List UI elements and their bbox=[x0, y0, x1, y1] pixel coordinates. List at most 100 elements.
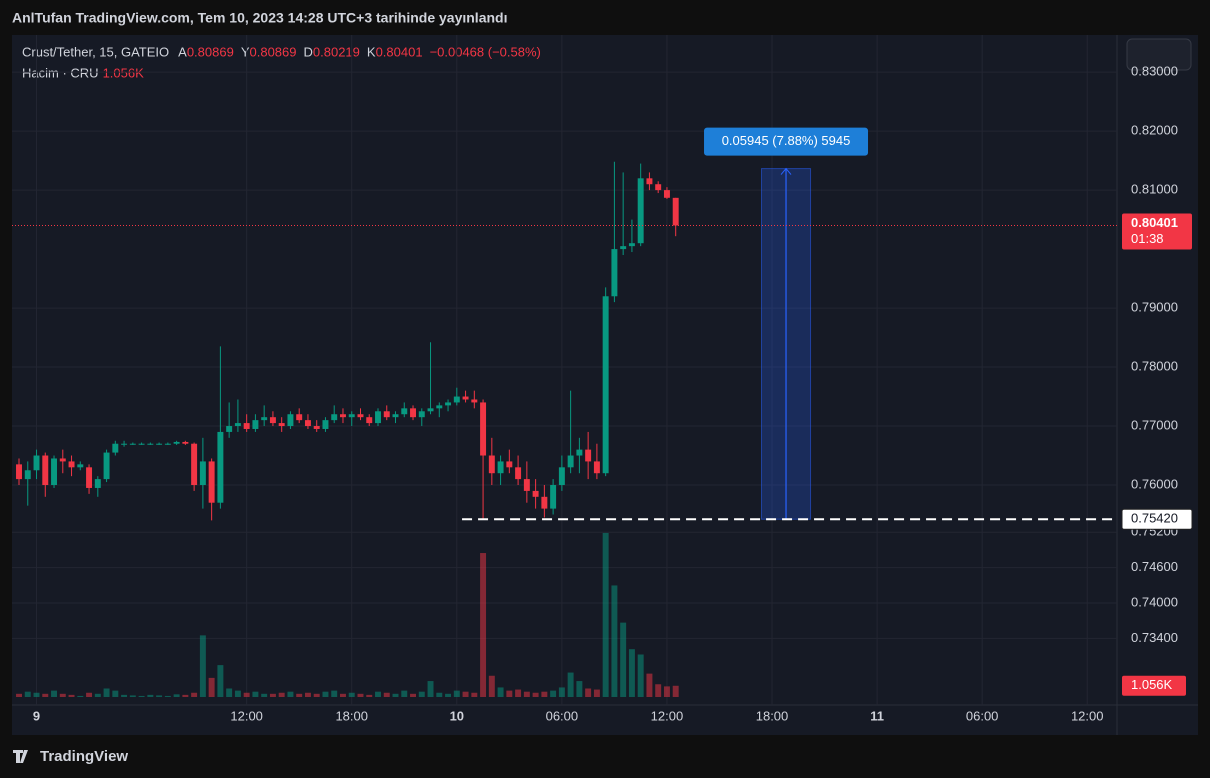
candle-body bbox=[252, 420, 259, 429]
volume-bar bbox=[497, 687, 504, 697]
volume-bar bbox=[471, 692, 478, 697]
candle-body bbox=[462, 396, 469, 400]
volume-bar bbox=[628, 649, 635, 697]
volume-bar bbox=[243, 692, 250, 697]
legend-text: 0.80869 bbox=[187, 44, 234, 59]
volume-bar bbox=[182, 694, 189, 697]
volume-tag-label: 1.056K bbox=[1131, 677, 1173, 692]
candle-body bbox=[357, 414, 364, 418]
volume-bar bbox=[94, 693, 101, 697]
volume-bar bbox=[16, 693, 22, 697]
candle-body bbox=[655, 184, 662, 191]
volume-bar bbox=[550, 690, 557, 697]
candle-body bbox=[628, 243, 635, 247]
y-tick-label: 0.74600 bbox=[1131, 559, 1178, 574]
candle-body bbox=[410, 408, 416, 418]
candle-body bbox=[366, 417, 373, 424]
candle-body bbox=[383, 411, 390, 418]
y-tick-label: 0.79000 bbox=[1131, 300, 1178, 315]
volume-bar bbox=[322, 691, 329, 697]
candle-body bbox=[156, 443, 163, 445]
candle-body bbox=[515, 467, 522, 480]
volume-bar bbox=[576, 681, 583, 697]
candle-body bbox=[663, 190, 670, 198]
volume-bar bbox=[208, 677, 215, 697]
legend-text: 0.80219 bbox=[313, 44, 360, 59]
candle-body bbox=[436, 405, 443, 409]
volume-bar bbox=[602, 532, 609, 697]
volume-bar bbox=[269, 693, 276, 697]
toolbar-button[interactable] bbox=[1126, 38, 1192, 71]
legend-text: 0.80869 bbox=[250, 44, 297, 59]
volume-bar bbox=[523, 691, 530, 697]
x-tick-label: 06:00 bbox=[966, 708, 999, 723]
volume-bar bbox=[541, 691, 548, 697]
measure-arrowhead bbox=[780, 167, 792, 175]
candle-body bbox=[138, 443, 145, 445]
y-tick-label: 0.81000 bbox=[1131, 182, 1178, 197]
volume-bar bbox=[663, 686, 670, 697]
legend-text: Y bbox=[241, 44, 250, 59]
candle-body bbox=[59, 458, 66, 462]
candle-body bbox=[269, 417, 276, 424]
candle-body bbox=[550, 485, 557, 509]
volume-bar bbox=[261, 693, 268, 697]
volume-bar bbox=[33, 692, 40, 697]
volume-bar bbox=[375, 691, 381, 697]
volume-bar bbox=[401, 690, 408, 697]
volume-bar bbox=[339, 693, 346, 697]
volume-bar bbox=[304, 692, 311, 697]
brand: TradingView bbox=[40, 748, 128, 765]
volume-bar bbox=[121, 694, 128, 697]
volume-bar bbox=[86, 692, 93, 697]
volume-bar bbox=[655, 684, 662, 697]
candle-body bbox=[103, 452, 110, 480]
candle-body bbox=[278, 423, 285, 427]
candle-body bbox=[445, 402, 452, 406]
candle-body bbox=[24, 470, 31, 480]
volume-bar bbox=[427, 681, 434, 697]
volume-bar bbox=[103, 688, 110, 697]
candle-body bbox=[296, 414, 303, 421]
candle-body bbox=[42, 455, 49, 486]
volume-bar bbox=[480, 553, 487, 697]
volume-bar bbox=[234, 690, 241, 697]
candle-body bbox=[558, 467, 565, 486]
volume-tag bbox=[1122, 675, 1186, 696]
volume-bar bbox=[173, 694, 180, 697]
candle-body bbox=[392, 414, 399, 418]
candle-body bbox=[164, 443, 171, 445]
candle-body bbox=[173, 441, 180, 444]
y-tick-label: 0.73400 bbox=[1131, 630, 1178, 645]
volume-bar bbox=[515, 689, 522, 697]
countdown: 01:38 bbox=[1131, 231, 1164, 246]
candle-body bbox=[243, 423, 250, 429]
candle-body bbox=[287, 414, 294, 427]
volume-bar bbox=[410, 693, 416, 697]
candle-body bbox=[234, 423, 241, 427]
x-tick-label: 12:00 bbox=[230, 708, 263, 723]
volume-bar bbox=[42, 693, 49, 697]
volume-bar bbox=[68, 694, 75, 697]
x-tick-label: 18:00 bbox=[335, 708, 368, 723]
candle-body bbox=[77, 464, 84, 468]
volume-bar bbox=[593, 689, 600, 697]
candle-body bbox=[322, 420, 329, 429]
candle-body bbox=[541, 496, 548, 509]
legend: Crust/Tether, 15, GATEIO A 0.80869 Y 0.80869… bbox=[22, 44, 541, 80]
volume-bar bbox=[287, 691, 294, 697]
candle-body bbox=[121, 443, 128, 445]
legend-text: A bbox=[178, 44, 187, 59]
candle-body bbox=[348, 414, 355, 418]
volume-bar bbox=[672, 685, 679, 697]
volume-bar bbox=[611, 585, 618, 697]
volume-bar bbox=[506, 690, 513, 697]
candle-body bbox=[523, 479, 530, 491]
legend-text: Crust/Tether, 15, GATEIO bbox=[22, 44, 169, 59]
candle-body bbox=[261, 417, 268, 421]
candle-body bbox=[94, 479, 101, 488]
legend-text: Hacim · CRU bbox=[22, 65, 99, 80]
x-tick-label: 10 bbox=[450, 708, 464, 723]
volume-bar bbox=[462, 691, 469, 697]
candle-body bbox=[532, 490, 539, 497]
